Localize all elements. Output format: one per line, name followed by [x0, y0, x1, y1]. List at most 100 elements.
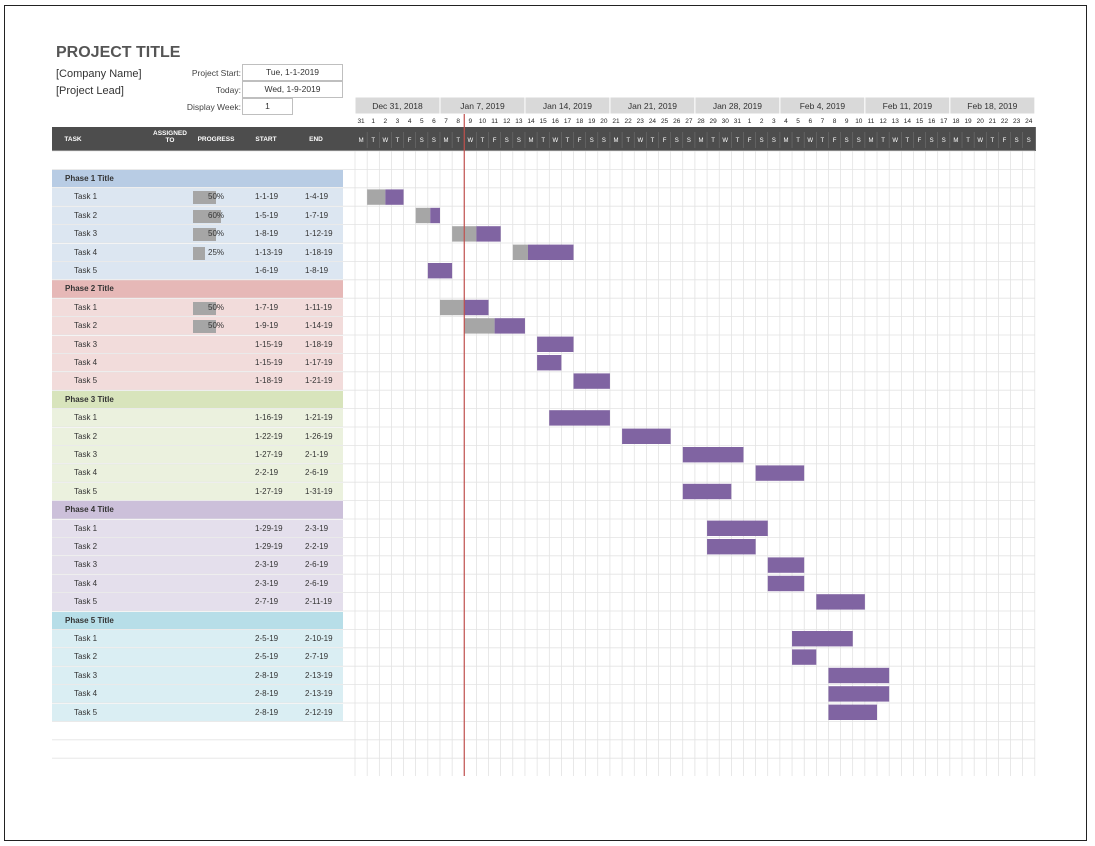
task-row[interactable]: 60% Task 2 1-5-19 1-7-19 — [52, 206, 343, 225]
day-letter: M — [529, 138, 534, 144]
task-row[interactable]: Task 4 2-3-19 2-6-19 — [52, 574, 343, 593]
task-row[interactable]: Task 1 1-29-19 2-3-19 — [52, 519, 343, 537]
day-number: 16 — [928, 118, 936, 125]
task-row[interactable]: 50% Task 1 1-7-19 1-11-19 — [52, 298, 343, 317]
gantt-task-bar[interactable] — [828, 704, 878, 720]
project-start-field[interactable]: Tue, 1-1-2019 — [242, 64, 343, 81]
today-field[interactable]: Wed, 1-9-2019 — [242, 81, 343, 98]
gantt-task-bar[interactable] — [828, 667, 890, 684]
task-start-date: 1-7-19 — [255, 302, 279, 312]
day-letter: W — [892, 138, 898, 144]
task-name: Task 1 — [74, 302, 98, 312]
gantt-task-bar[interactable] — [430, 207, 440, 224]
task-row[interactable]: Task 4 2-2-19 2-6-19 — [52, 464, 343, 482]
week-header-label: Feb 11, 2019 — [883, 101, 933, 111]
task-row[interactable]: Task 5 2-7-19 2-11-19 — [52, 593, 343, 611]
task-name: Task 5 — [74, 486, 98, 496]
gantt-task-bar[interactable] — [537, 336, 574, 352]
task-end-date: 2-2-19 — [305, 542, 329, 551]
project-lead[interactable]: [Project Lead] — [56, 85, 124, 97]
gantt-task-bar[interactable] — [682, 483, 732, 500]
task-row[interactable]: Task 4 2-8-19 2-13-19 — [52, 685, 343, 703]
phase-header-row[interactable]: Phase 5 Title — [52, 611, 343, 629]
gantt-progress-segment — [464, 318, 495, 334]
gantt-task-bar[interactable] — [755, 465, 805, 481]
day-letter: M — [868, 138, 873, 144]
gantt-task-bar[interactable] — [828, 686, 890, 702]
gantt-task-bar[interactable] — [464, 299, 489, 316]
task-end-date: 1-8-19 — [305, 266, 329, 275]
phase-header-row[interactable]: Phase 3 Title — [52, 390, 343, 409]
task-row[interactable]: Task 3 1-15-19 1-18-19 — [52, 335, 343, 353]
day-letter: S — [687, 138, 691, 144]
task-row[interactable]: Task 3 2-8-19 2-13-19 — [52, 666, 343, 685]
progress-bar — [193, 320, 216, 334]
week-header-label: Jan 14, 2019 — [543, 101, 592, 111]
day-number: 24 — [1025, 118, 1033, 125]
gantt-task-bar[interactable] — [682, 447, 744, 463]
task-row[interactable]: Task 3 2-3-19 2-6-19 — [52, 556, 343, 574]
task-row[interactable]: Task 5 1-18-19 1-21-19 — [52, 372, 343, 390]
task-row[interactable]: Task 1 2-5-19 2-10-19 — [52, 630, 343, 648]
day-number: 23 — [1013, 118, 1021, 125]
day-number: 5 — [796, 118, 800, 125]
display-week-field[interactable]: 1 — [242, 98, 293, 115]
task-start-date: 1-29-19 — [255, 523, 283, 533]
task-name: Task 1 — [74, 634, 98, 643]
task-row[interactable]: Task 4 1-15-19 1-17-19 — [52, 354, 343, 372]
day-letter: S — [760, 138, 764, 144]
gantt-task-bar[interactable] — [816, 594, 865, 610]
phase-header-row[interactable]: Phase 2 Title — [52, 280, 343, 298]
progress-bar — [193, 246, 205, 260]
day-letter: F — [578, 138, 582, 144]
task-row[interactable]: Task 2 2-5-19 2-7-19 — [52, 648, 343, 666]
task-row[interactable]: Task 2 1-29-19 2-2-19 — [52, 538, 343, 556]
gantt-task-bar[interactable] — [494, 318, 525, 334]
day-letter: S — [675, 138, 679, 144]
task-name: Task 4 — [74, 689, 98, 699]
gantt-task-bar[interactable] — [707, 520, 768, 536]
day-letter: W — [467, 138, 473, 144]
week-header-label: Jan 28, 2019 — [713, 101, 762, 111]
gantt-task-bar[interactable] — [427, 263, 453, 279]
gantt-task-bar[interactable] — [767, 575, 805, 592]
phase-header-row[interactable]: Phase 4 Title — [52, 501, 343, 519]
day-number: 26 — [673, 118, 681, 125]
gantt-task-bar[interactable] — [767, 557, 805, 573]
gantt-task-bar[interactable] — [527, 244, 574, 260]
task-name: Task 2 — [74, 210, 98, 220]
gantt-task-bar[interactable] — [537, 355, 562, 371]
phase-header-row[interactable]: Phase 1 Title — [52, 170, 343, 188]
day-number: 20 — [600, 118, 608, 125]
day-number: 28 — [697, 118, 705, 125]
task-row[interactable]: Task 5 1-6-19 1-8-19 — [52, 262, 343, 280]
task-row[interactable]: Task 3 1-27-19 2-1-19 — [52, 446, 343, 464]
day-letter: F — [918, 138, 922, 144]
task-row[interactable]: Task 5 2-8-19 2-12-19 — [52, 703, 343, 721]
task-row[interactable]: Task 1 1-16-19 1-21-19 — [52, 409, 343, 427]
company-name[interactable]: [Company Name] — [56, 68, 142, 80]
task-row[interactable]: 50% Task 1 1-1-19 1-4-19 — [52, 188, 343, 206]
task-row[interactable]: 25% Task 4 1-13-19 1-18-19 — [52, 243, 343, 261]
gantt-task-bar[interactable] — [792, 631, 853, 647]
task-row[interactable]: 50% Task 3 1-8-19 1-12-19 — [52, 225, 343, 243]
column-header-progress: PROGRESS — [197, 136, 235, 143]
project-title[interactable]: PROJECT TITLE — [56, 44, 181, 61]
gantt-task-bar[interactable] — [622, 428, 671, 444]
gantt-task-bar[interactable] — [792, 649, 817, 665]
day-number: 15 — [540, 118, 548, 125]
phase-title: Phase 2 Title — [65, 284, 114, 294]
gantt-task-bar[interactable] — [476, 226, 501, 242]
gantt-task-bar[interactable] — [573, 373, 610, 389]
task-progress: 50% — [208, 302, 225, 312]
gantt-task-bar[interactable] — [385, 189, 404, 205]
gantt-task-bar[interactable] — [707, 539, 756, 555]
task-row[interactable]: Task 2 1-22-19 1-26-19 — [52, 427, 343, 445]
gantt-task-bar[interactable] — [549, 410, 610, 426]
task-row[interactable]: 50% Task 2 1-9-19 1-14-19 — [52, 317, 343, 335]
day-letter: S — [845, 138, 849, 144]
task-progress: 50% — [208, 321, 225, 331]
phase-title: Phase 3 Title — [65, 394, 114, 404]
task-row[interactable]: Task 5 1-27-19 1-31-19 — [52, 482, 343, 501]
